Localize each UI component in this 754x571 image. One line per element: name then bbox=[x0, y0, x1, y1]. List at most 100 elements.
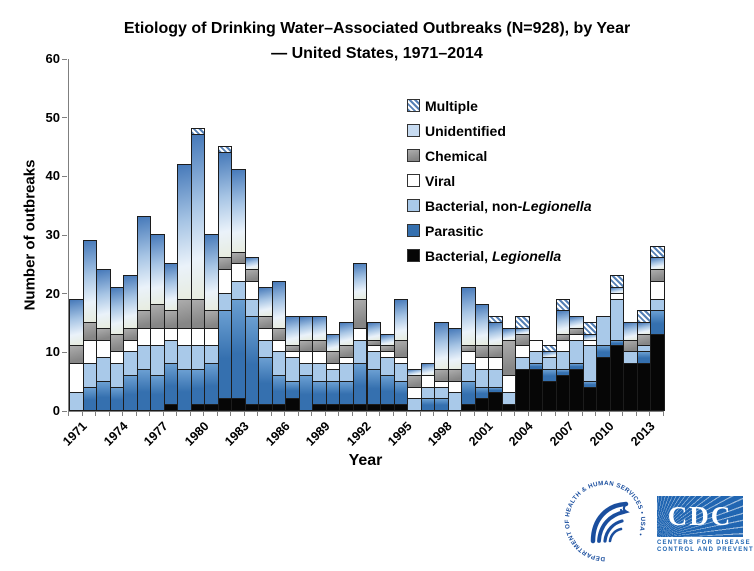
bar-1979-parasitic bbox=[177, 368, 192, 411]
bar-2012-legionella bbox=[623, 363, 638, 411]
y-tick-mark bbox=[62, 410, 67, 412]
bar-2009-multiple bbox=[582, 322, 598, 335]
bar-1983-parasitic bbox=[231, 298, 246, 400]
bar-1995-parasitic bbox=[393, 380, 409, 406]
bar-2013-multiple bbox=[636, 310, 652, 323]
bar-1978-legionella bbox=[163, 404, 179, 411]
bar-1976-bacterial bbox=[136, 345, 152, 370]
bar-1994-parasitic bbox=[380, 374, 395, 406]
bar-2000-bacterial bbox=[461, 363, 476, 382]
bar-1985-chemical bbox=[258, 316, 273, 329]
bar-1978-bacterial bbox=[163, 339, 179, 365]
bar-2008-legionella bbox=[569, 368, 584, 411]
x-tick-mark bbox=[311, 412, 313, 416]
bar-1974-unidentified bbox=[109, 286, 125, 335]
bar-1993-unidentified bbox=[366, 322, 382, 341]
bar-2009-viral bbox=[582, 339, 598, 347]
bar-1978-chemical bbox=[163, 310, 179, 329]
bar-1991-legionella bbox=[339, 404, 354, 411]
bar-2004-unidentified bbox=[515, 327, 530, 335]
bar-2001-unidentified bbox=[474, 304, 490, 347]
bar-1976-chemical bbox=[136, 310, 152, 329]
bar-1977-unidentified bbox=[150, 234, 165, 306]
x-tick-mark bbox=[419, 412, 421, 416]
bar-1985-viral bbox=[258, 327, 273, 341]
bar-2011-legionella bbox=[609, 345, 625, 411]
legend-item-parasitic: Parasitic bbox=[407, 218, 591, 243]
bar-2001-chemical bbox=[474, 345, 490, 359]
bar-2012-unidentified bbox=[623, 322, 638, 341]
cdc-caption: CENTERS FOR DISEASE CONTROL AND PREVENTI… bbox=[657, 540, 754, 553]
x-tick-label: 2013 bbox=[628, 419, 658, 449]
bar-1975-parasitic bbox=[123, 374, 138, 411]
bar-1972-parasitic bbox=[82, 386, 98, 411]
bar-2014-unidentified bbox=[650, 257, 665, 271]
chart-title-line1: Etiology of Drinking Water–Associated Ou… bbox=[123, 20, 631, 37]
bar-1995-chemical bbox=[393, 339, 409, 359]
bar-2005-bacterial bbox=[528, 351, 544, 365]
bar-1978-parasitic bbox=[163, 363, 179, 406]
bar-1998-viral bbox=[434, 380, 449, 388]
bar-1983-unidentified bbox=[231, 169, 246, 253]
cdc-logo-box: CDC bbox=[657, 496, 743, 537]
bar-1973-viral bbox=[96, 339, 111, 359]
bar-2011-parasitic bbox=[609, 339, 625, 347]
bar-1991-parasitic bbox=[339, 380, 354, 406]
bar-1979-chemical bbox=[177, 298, 192, 329]
bar-1986-viral bbox=[271, 339, 287, 353]
bar-1999-chemical bbox=[447, 368, 463, 382]
bar-1975-unidentified bbox=[123, 275, 138, 329]
x-tick-mark bbox=[473, 412, 475, 416]
bar-1987-chemical bbox=[285, 345, 300, 353]
bar-2014-chemical bbox=[650, 269, 665, 282]
bar-1974-viral bbox=[109, 351, 125, 365]
y-tick-mark bbox=[62, 117, 67, 119]
bar-2002-unidentified bbox=[488, 322, 503, 347]
bar-2013-unidentified bbox=[636, 322, 652, 335]
x-tick-mark bbox=[108, 412, 110, 416]
x-tick-mark bbox=[95, 412, 97, 416]
bar-1994-unidentified bbox=[380, 333, 395, 347]
bar-2004-legionella bbox=[515, 368, 530, 411]
bar-1971-chemical bbox=[69, 345, 84, 365]
bar-1998-parasitic bbox=[434, 398, 449, 411]
bar-1975-chemical bbox=[123, 327, 138, 341]
parasitic-swatch-icon bbox=[407, 224, 420, 237]
hhs-logo: DEPARTMENT OF HEALTH & HUMAN SERVICES • … bbox=[564, 480, 646, 562]
bar-1977-parasitic bbox=[150, 374, 165, 411]
bar-2005-legionella bbox=[528, 368, 544, 411]
x-tick-label: 2010 bbox=[587, 419, 618, 449]
bar-1978-unidentified bbox=[163, 263, 179, 312]
bar-1986-unidentified bbox=[271, 280, 287, 329]
bar-1990-bacterial bbox=[325, 368, 341, 382]
bar-2001-parasitic bbox=[474, 386, 490, 400]
bar-2000-unidentified bbox=[461, 286, 476, 347]
bar-1995-bacterial bbox=[393, 363, 409, 382]
bar-1981-parasitic bbox=[204, 363, 219, 406]
bar-1989-viral bbox=[312, 351, 327, 365]
bar-1990-unidentified bbox=[325, 333, 341, 353]
bar-1983-bacterial bbox=[231, 280, 246, 300]
x-tick-mark bbox=[406, 412, 408, 416]
bar-1993-parasitic bbox=[366, 368, 382, 406]
x-tick-mark bbox=[635, 412, 637, 416]
x-tick-mark bbox=[527, 412, 529, 416]
viral-swatch-icon bbox=[407, 174, 420, 187]
x-tick-mark bbox=[162, 412, 164, 416]
bar-1993-legionella bbox=[366, 404, 382, 411]
bar-2007-chemical bbox=[555, 333, 571, 341]
bar-2000-viral bbox=[461, 351, 476, 365]
x-tick-mark bbox=[608, 412, 610, 416]
y-tick-label: 10 bbox=[45, 344, 60, 360]
bar-2010-parasitic bbox=[596, 345, 611, 359]
bar-1997-parasitic bbox=[420, 398, 436, 411]
bar-1974-parasitic bbox=[109, 386, 125, 411]
bar-2000-legionella bbox=[461, 404, 476, 411]
bar-1982-legionella bbox=[217, 398, 233, 411]
bar-1994-legionella bbox=[380, 404, 395, 411]
bar-2004-viral bbox=[515, 345, 530, 359]
bar-2011-multiple bbox=[609, 275, 625, 288]
bar-1988-unidentified bbox=[298, 316, 314, 341]
x-tick-mark bbox=[595, 412, 597, 416]
